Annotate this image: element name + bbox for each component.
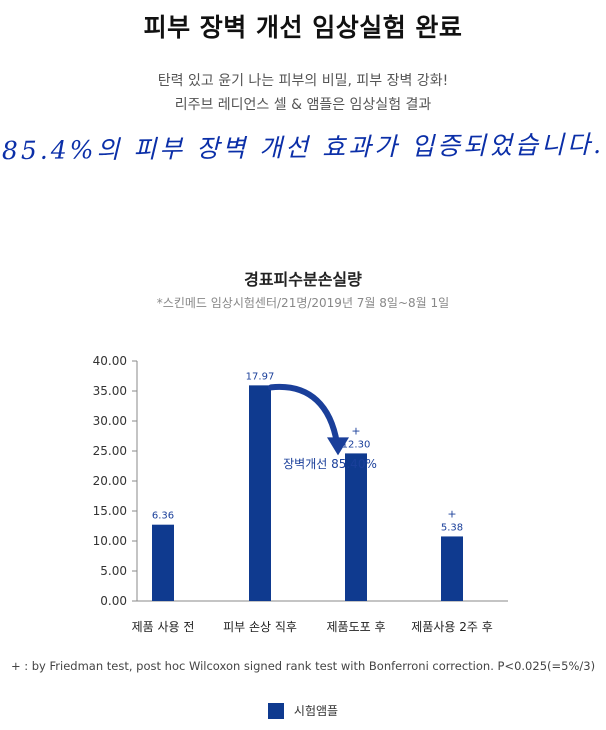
y-tick-label: 20.00 [93, 474, 127, 488]
y-tick-label: 5.00 [100, 564, 127, 578]
improvement-annotation: 장벽개선 85.40% [283, 457, 377, 471]
bar [345, 453, 367, 601]
legend-swatch [267, 702, 284, 719]
chart-source-note: *스킨메드 임상시험센터/21명/2019년 7월 8일~8월 1일 [156, 296, 450, 310]
y-tick-label: 30.00 [93, 414, 127, 428]
y-tick-label: 40.00 [93, 354, 127, 368]
bar-value-label: 5.38 [441, 522, 463, 533]
bar [441, 536, 463, 601]
y-tick-label: 15.00 [93, 504, 127, 518]
intro-line-2: 리주브 레디언스 셀 & 앰플은 임상실험 결과 [174, 97, 432, 113]
bar-value-label: 17.97 [246, 371, 275, 382]
x-category-label: 제품사용 2주 후 [411, 620, 493, 634]
bar [152, 524, 174, 601]
y-tick-label: 0.00 [100, 594, 127, 608]
y-tick-label: 35.00 [93, 384, 127, 398]
intro-line-1: 탄력 있고 윤기 나는 피부의 비밀, 피부 장벽 강화! [157, 73, 449, 89]
x-category-label: 제품 사용 전 [132, 620, 195, 634]
y-tick-label: 25.00 [93, 444, 127, 458]
decrease-arrow [268, 383, 340, 447]
bar-value-label: 12.30 [342, 439, 371, 450]
significance-mark: + [447, 507, 456, 520]
chart-title: 경표피수분손실량 [244, 270, 362, 289]
x-category-label: 피부 손상 직후 [223, 620, 297, 634]
y-tick-label: 10.00 [93, 534, 127, 548]
bar-chart: 0.00 5.00 10.00 15.00 20.00 25.00 30.00 35.00 40… [93, 354, 508, 634]
significance-mark: + [351, 424, 360, 437]
x-category-label: 제품도포 후 [326, 620, 385, 634]
footnote: + : by Friedman test, post hoc Wilcoxon … [10, 659, 596, 673]
bar-value-label: 6.36 [152, 511, 174, 522]
legend-label: 시험앰플 [293, 704, 339, 718]
chart-legend: 시험앰플 [0, 702, 606, 719]
handwritten-claim: 85.4%의 피부 장벽 개선 효과가 입증되었습니다. [1, 129, 605, 166]
bar [249, 385, 271, 601]
decrease-arrow-head [327, 437, 349, 456]
page-title: 피부 장벽 개선 임상실험 완료 [143, 13, 463, 42]
